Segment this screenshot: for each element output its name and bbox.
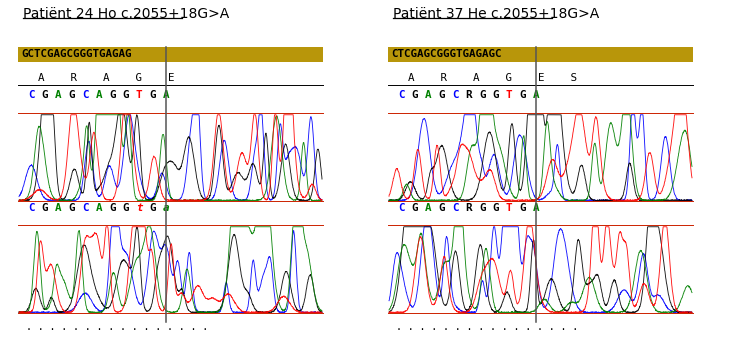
Text: T: T [506,203,512,213]
Text: A: A [55,203,61,213]
Text: G: G [412,203,418,213]
Text: A: A [425,90,431,100]
Text: A: A [533,90,539,100]
Text: G: G [69,90,75,100]
Text: A: A [55,90,61,100]
Text: G: G [412,90,418,100]
Text: G: G [69,203,75,213]
Text: A    R    A    G    E    S: A R A G E S [408,73,577,83]
Text: R: R [466,90,472,100]
Text: G: G [123,90,129,100]
Text: . . . . . . . . . . . . . . . .: . . . . . . . . . . . . . . . . [396,322,578,332]
Text: G: G [123,203,129,213]
Text: G: G [109,203,115,213]
Text: a: a [163,203,170,213]
Text: A: A [163,90,170,100]
Text: A    R    A    G    E: A R A G E [38,73,175,83]
Text: G: G [520,90,526,100]
Text: A: A [96,90,102,100]
Text: G: G [439,90,445,100]
Text: G: G [150,203,156,213]
Text: C: C [82,203,88,213]
Text: C: C [82,90,88,100]
Text: CTCGAGCGGGTGAGAGC: CTCGAGCGGGTGAGAGC [391,49,501,59]
Text: C: C [398,203,404,213]
Text: G: G [479,203,485,213]
Text: Patiënt 24 Ho c.2055+18G>A: Patiënt 24 Ho c.2055+18G>A [23,7,230,21]
Bar [388,47,693,62]
Text: GCTCGAGCGGGTGAGAG: GCTCGAGCGGGTGAGAG [21,49,132,59]
Text: G: G [493,90,499,100]
Text: C: C [452,203,458,213]
Text: G: G [520,203,526,213]
Text: A: A [425,203,431,213]
Text: T: T [506,90,512,100]
Text: G: G [109,90,115,100]
Text: G: G [150,90,156,100]
Text: G: G [439,203,445,213]
Text: A: A [96,203,102,213]
Text: C: C [28,90,34,100]
Text: C: C [398,90,404,100]
Text: G: G [493,203,499,213]
Text: C: C [452,90,458,100]
Text: G: G [42,90,48,100]
Bar [18,47,323,62]
Text: A: A [533,203,539,213]
Text: t: t [136,203,143,213]
Text: T: T [136,90,143,100]
Text: . . . . . . . . . . . . . . . .: . . . . . . . . . . . . . . . . [26,322,208,332]
Text: G: G [42,203,48,213]
Text: R: R [466,203,472,213]
Text: G: G [479,90,485,100]
Text: C: C [28,203,34,213]
Text: Patiënt 37 He c.2055+18G>A: Patiënt 37 He c.2055+18G>A [393,7,599,21]
